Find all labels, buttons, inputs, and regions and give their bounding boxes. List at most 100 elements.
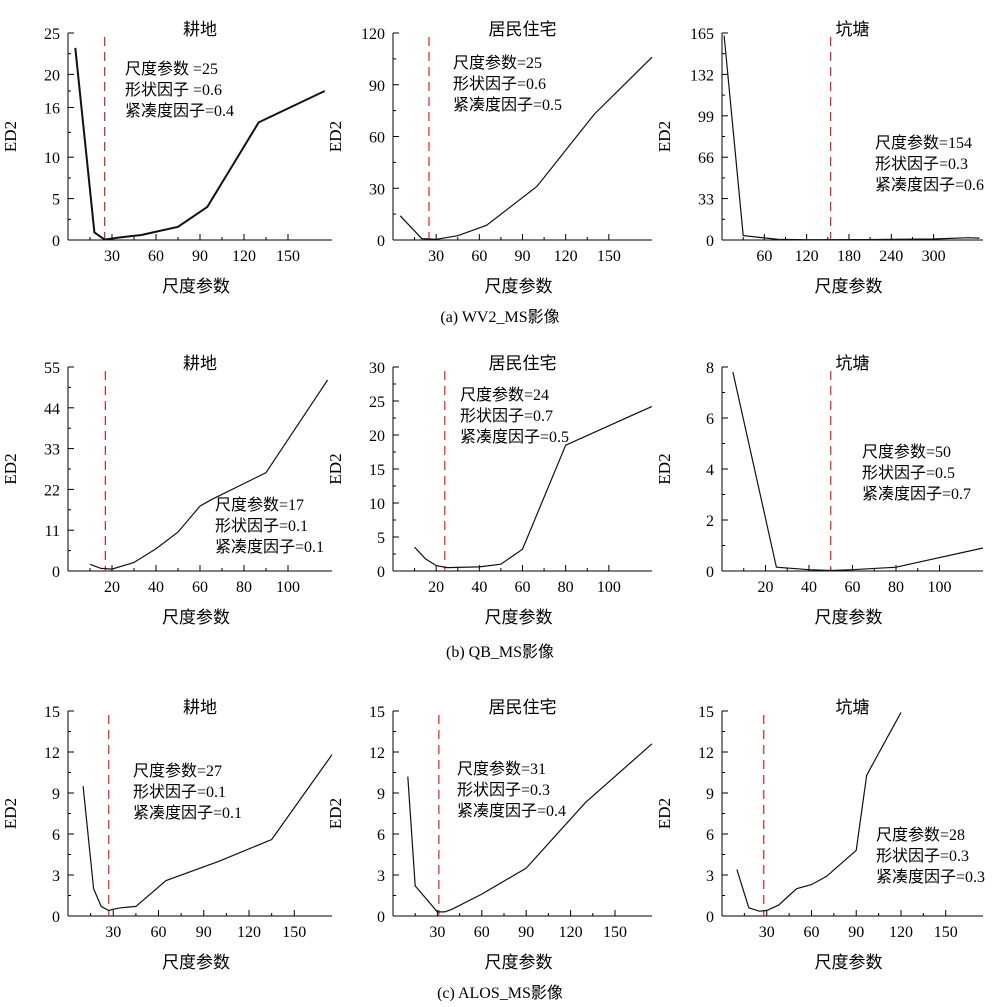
- annotation-text: 形状因子=0.3: [876, 847, 969, 865]
- chart-title: 坑塘: [836, 354, 870, 373]
- x-tick-label: 20: [758, 579, 774, 596]
- x-tick-label: 100: [597, 579, 621, 596]
- annotation-text: 形状因子=0.3: [457, 781, 550, 799]
- series-line: [414, 405, 653, 569]
- y-axis-label: ED2: [1, 121, 20, 152]
- x-axis-label: 尺度参数: [815, 608, 883, 627]
- y-tick-label: 9: [706, 786, 714, 803]
- row-caption: (b) QB_MS影像: [446, 643, 554, 661]
- chart-title: 耕地: [183, 698, 217, 717]
- annotation-text: 紧凑度因子=0.1: [133, 804, 242, 822]
- y-tick-label: 0: [706, 909, 714, 926]
- annotation-text: 紧凑度因子=0.1: [215, 538, 324, 556]
- y-tick-label: 99: [698, 109, 714, 126]
- series-line: [399, 56, 653, 240]
- y-axis-label: ED2: [655, 121, 674, 152]
- x-tick-label: 150: [603, 924, 627, 941]
- x-tick-label: 90: [848, 924, 864, 941]
- x-tick-label: 40: [148, 579, 164, 596]
- y-axis-label: ED2: [1, 453, 20, 484]
- y-tick-label: 15: [369, 462, 385, 479]
- chart-title: 坑塘: [836, 698, 870, 717]
- annotation-text: 尺度参数=17: [215, 496, 304, 514]
- chart-title: 耕地: [183, 20, 217, 39]
- y-tick-label: 12: [44, 745, 60, 762]
- annotation-text: 形状因子 =0.6: [125, 81, 222, 99]
- y-tick-label: 3: [706, 868, 714, 885]
- x-tick-label: 60: [845, 579, 861, 596]
- y-tick-label: 0: [706, 233, 714, 250]
- x-tick-label: 150: [276, 248, 300, 265]
- x-tick-label: 80: [888, 579, 904, 596]
- x-axis-label: 尺度参数: [485, 277, 553, 296]
- annotation-text: 形状因子=0.6: [453, 75, 546, 93]
- x-tick-label: 150: [934, 924, 958, 941]
- x-tick-label: 90: [515, 248, 531, 265]
- y-tick-label: 44: [44, 401, 60, 418]
- series-line: [732, 371, 984, 572]
- y-tick-label: 8: [706, 360, 714, 377]
- y-tick-label: 20: [369, 428, 385, 445]
- y-tick-label: 6: [706, 411, 714, 428]
- x-tick-label: 90: [192, 248, 208, 265]
- x-tick-label: 300: [922, 248, 946, 265]
- y-tick-label: 60: [369, 130, 385, 147]
- x-tick-label: 20: [428, 579, 444, 596]
- x-tick-label: 150: [282, 924, 306, 941]
- annotation-text: 紧凑度因子=0.4: [457, 802, 566, 820]
- x-tick-label: 180: [837, 248, 861, 265]
- x-tick-label: 90: [196, 924, 212, 941]
- y-tick-label: 10: [369, 496, 385, 513]
- annotation-text: 紧凑度因子=0.5: [453, 96, 562, 114]
- x-tick-label: 120: [554, 248, 578, 265]
- y-tick-label: 25: [369, 394, 385, 411]
- y-axis-label: ED2: [1, 798, 20, 829]
- x-tick-label: 60: [803, 924, 819, 941]
- y-tick-label: 0: [706, 564, 714, 581]
- x-tick-label: 30: [759, 924, 775, 941]
- x-tick-label: 60: [515, 579, 531, 596]
- x-tick-label: 60: [192, 579, 208, 596]
- series-line: [89, 379, 329, 570]
- x-tick-label: 40: [801, 579, 817, 596]
- x-tick-label: 120: [795, 248, 819, 265]
- y-tick-label: 0: [377, 233, 385, 250]
- y-tick-label: 9: [377, 786, 385, 803]
- x-axis-label: 尺度参数: [162, 953, 230, 972]
- chart-title: 坑塘: [836, 20, 870, 39]
- series-line: [407, 743, 653, 913]
- x-tick-label: 240: [879, 248, 903, 265]
- y-tick-label: 0: [377, 564, 385, 581]
- annotation-text: 尺度参数=154: [875, 134, 972, 152]
- y-tick-label: 30: [369, 181, 385, 198]
- y-tick-label: 0: [52, 909, 60, 926]
- series-line: [723, 35, 980, 241]
- y-tick-label: 165: [690, 26, 714, 43]
- x-tick-label: 80: [236, 579, 252, 596]
- y-tick-label: 4: [706, 462, 714, 479]
- y-tick-label: 15: [698, 704, 714, 721]
- annotation-text: 尺度参数=50: [862, 443, 951, 461]
- annotation-text: 紧凑度因子=0.6: [875, 176, 984, 194]
- y-tick-label: 15: [44, 704, 60, 721]
- y-axis-label: ED2: [326, 121, 345, 152]
- chart-title: 居民住宅: [489, 354, 557, 373]
- annotation-text: 形状因子=0.3: [875, 155, 968, 173]
- x-tick-label: 30: [104, 248, 120, 265]
- x-axis-label: 尺度参数: [485, 953, 553, 972]
- y-tick-label: 132: [690, 67, 714, 84]
- chart-title: 居民住宅: [489, 698, 557, 717]
- y-tick-label: 5: [52, 192, 60, 209]
- y-tick-label: 0: [52, 233, 60, 250]
- x-tick-label: 120: [237, 924, 261, 941]
- chart-title: 居民住宅: [489, 20, 557, 39]
